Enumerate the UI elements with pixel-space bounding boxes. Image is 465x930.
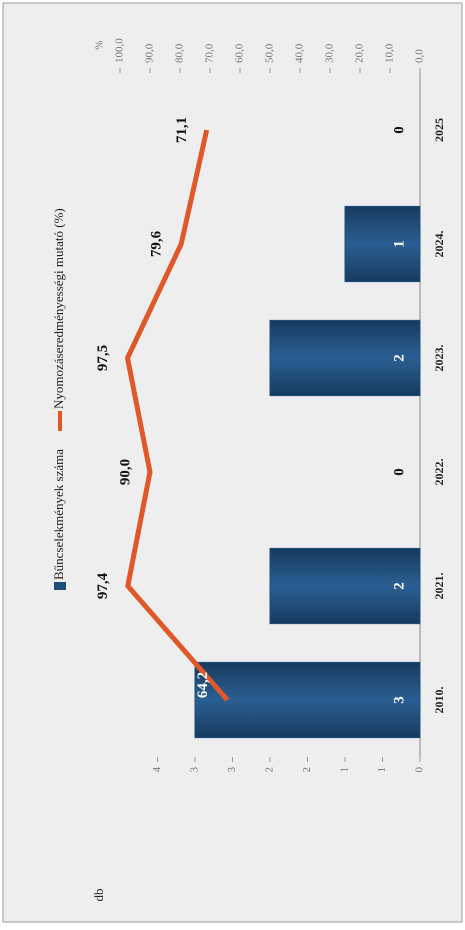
line-value-label: 90,0 <box>117 459 133 485</box>
y2-tick-label: 20,0 <box>354 43 366 63</box>
y2-tick-label: 0,0 <box>414 49 426 63</box>
y-tick-label: 4 <box>151 767 163 773</box>
bar-value-label: 0 <box>391 468 407 476</box>
legend-swatch <box>54 582 66 590</box>
bar <box>194 661 421 739</box>
rotated-chart: db%011223340,010,020,030,040,050,060,070… <box>51 38 446 902</box>
bar <box>269 319 421 397</box>
y2-tick-label: 40,0 <box>294 43 306 63</box>
y-tick-label: 0 <box>414 767 426 773</box>
legend-label: Nyomozáseredményességi mutató (%) <box>51 208 66 409</box>
y2-tick-label: 30,0 <box>324 43 336 63</box>
x-tick-label: 2023. <box>432 345 446 372</box>
x-tick-label: 2021. <box>432 573 446 600</box>
bar-value-label: 3 <box>391 696 407 704</box>
x-tick-label: 2024. <box>432 231 446 258</box>
y2-axis-label: % <box>94 40 106 49</box>
y-tick-label: 1 <box>339 767 351 773</box>
y2-tick-label: 60,0 <box>234 43 246 63</box>
y2-tick-label: 90,0 <box>144 43 156 63</box>
y2-tick-label: 100,0 <box>114 38 126 63</box>
y-tick-label: 3 <box>226 767 238 773</box>
x-tick-label: 2022. <box>432 459 446 486</box>
line-value-label: 79,6 <box>149 230 165 257</box>
bar <box>269 547 421 625</box>
bar <box>344 205 421 283</box>
bar-value-label: 2 <box>391 354 407 362</box>
line <box>125 129 230 702</box>
bar-value-label: 2 <box>391 582 407 590</box>
line-value-label: 97,4 <box>95 572 111 599</box>
legend-label: Bűncselekmények száma <box>51 449 66 580</box>
y2-tick-label: 80,0 <box>174 43 186 63</box>
y2-tick-label: 10,0 <box>384 43 396 63</box>
x-tick-label: 2010. <box>432 687 446 714</box>
x-tick-label: 2025 <box>432 118 446 142</box>
line-value-label: 71,1 <box>174 117 190 143</box>
y2-tick-label: 50,0 <box>264 43 276 63</box>
bar-value-label: 0 <box>391 126 407 134</box>
y-tick-label: 2 <box>301 767 313 773</box>
line-value-label: 64,2 <box>195 672 211 698</box>
y-axis-label: db <box>91 889 106 902</box>
line-value-label: 97,5 <box>95 345 111 371</box>
y-tick-label: 2 <box>264 767 276 773</box>
y-tick-label: 1 <box>376 767 388 773</box>
bar-value-label: 1 <box>391 240 407 248</box>
y2-tick-label: 70,0 <box>204 43 216 63</box>
y-tick-label: 3 <box>189 767 201 773</box>
